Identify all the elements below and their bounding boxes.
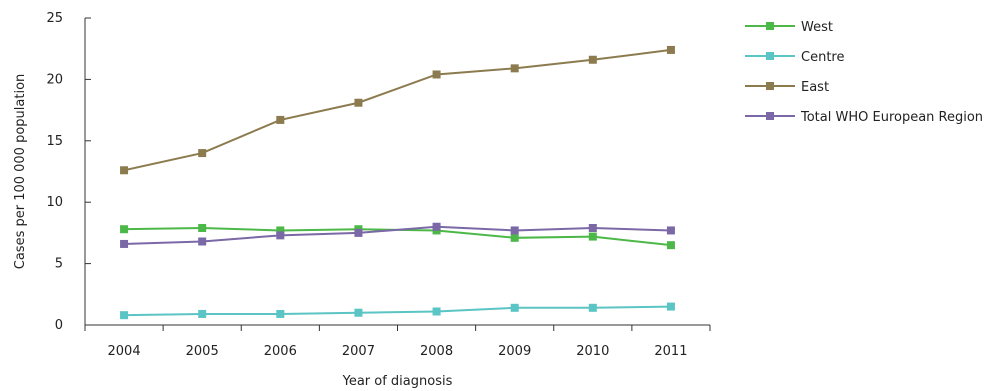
data-point-east [511,64,519,72]
legend-swatch-marker [766,22,774,30]
y-tick-label: 25 [46,11,63,26]
x-tick-label: 2008 [420,344,453,359]
x-tick-label: 2009 [498,344,531,359]
legend-label: West [801,20,833,35]
legend-label: Centre [801,50,844,65]
legend-item-west: West [745,20,833,35]
legend-item-east: East [745,80,829,95]
legend-label: Total WHO European Region [800,110,983,125]
y-ticks: 0 5 10 15 20 25 [46,11,91,333]
data-point-east [433,70,441,78]
data-point-west [511,234,519,242]
data-point-total-who-european-region [511,226,519,234]
data-point-west [120,225,128,233]
data-point-total-who-european-region [667,226,675,234]
legend-item-total-who-european-region: Total WHO European Region [745,110,983,125]
legend: West Centre East Total WHO European Region [745,20,983,125]
x-axis-title: Year of diagnosis [342,374,453,389]
data-point-total-who-european-region [433,223,441,231]
axes [85,18,710,325]
x-tick-label: 2006 [264,344,297,359]
data-point-east [198,149,206,157]
series-east [120,46,675,174]
x-tick-label: 2010 [576,344,609,359]
legend-swatch-marker [766,82,774,90]
data-point-centre [667,303,675,311]
x-tick-label: 2004 [108,344,141,359]
data-point-centre [511,304,519,312]
data-point-east [589,56,597,64]
series-layer [120,46,675,319]
series-centre [120,303,675,320]
y-tick-label: 20 [46,72,63,87]
legend-item-centre: Centre [745,50,844,65]
legend-label: East [801,80,829,95]
data-point-total-who-european-region [120,240,128,248]
legend-swatch-marker [766,112,774,120]
data-point-total-who-european-region [276,231,284,239]
data-point-centre [120,311,128,319]
data-point-centre [354,309,362,317]
data-point-centre [198,310,206,318]
data-point-total-who-european-region [354,229,362,237]
y-axis-title: Cases per 100 000 population [13,74,28,270]
data-point-west [667,241,675,249]
data-point-centre [276,310,284,318]
y-tick-label: 5 [55,257,63,272]
x-ticks: 2004 2005 2006 2007 2008 2009 2010 2011 [85,325,710,359]
data-point-east [354,99,362,107]
x-tick-label: 2011 [654,344,687,359]
data-point-centre [433,307,441,315]
data-point-total-who-european-region [589,224,597,232]
x-tick-label: 2007 [342,344,375,359]
data-point-east [276,116,284,124]
x-tick-label: 2005 [186,344,219,359]
data-point-centre [589,304,597,312]
data-point-east [120,166,128,174]
data-point-total-who-european-region [198,237,206,245]
data-point-east [667,46,675,54]
y-tick-label: 15 [46,134,63,149]
data-point-west [589,233,597,241]
y-tick-label: 0 [55,318,63,333]
data-point-west [198,224,206,232]
legend-swatch-marker [766,52,774,60]
y-tick-label: 10 [46,195,63,210]
